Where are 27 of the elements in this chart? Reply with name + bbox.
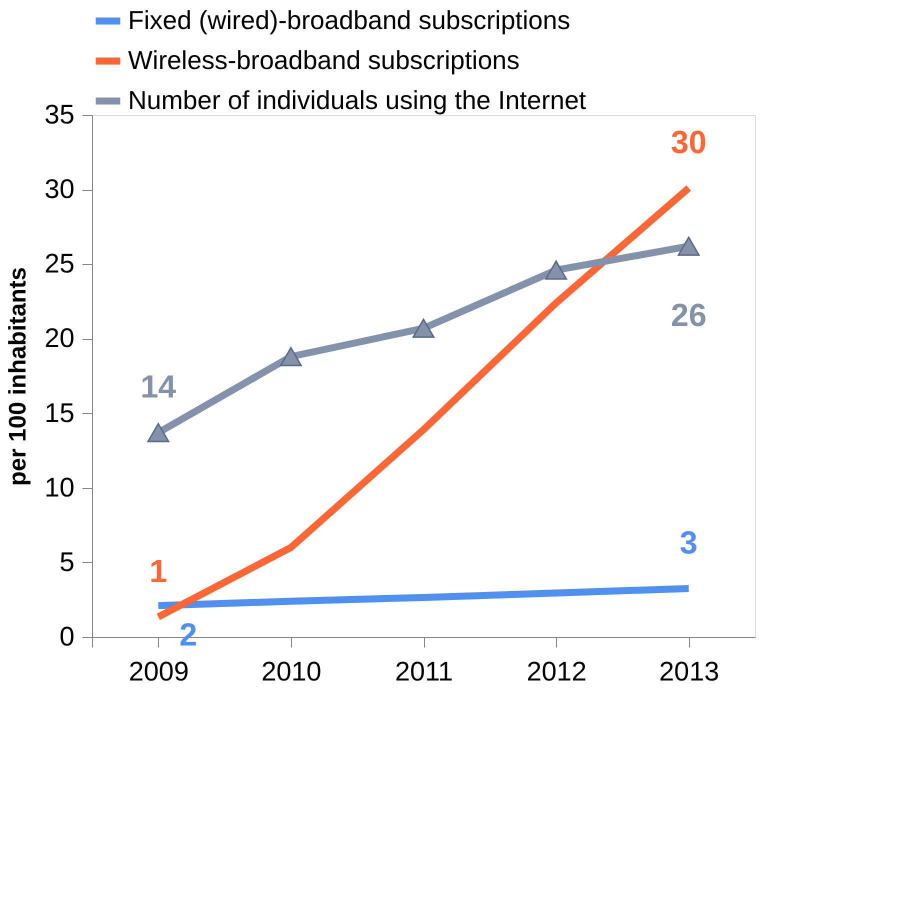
x-tick-label: 2009 xyxy=(128,656,189,686)
x-tick-label: 2013 xyxy=(659,656,720,686)
y-tick-label: 10 xyxy=(44,472,74,502)
point xyxy=(147,423,170,442)
point xyxy=(545,260,568,280)
y-tick-label: 15 xyxy=(44,398,74,428)
legend-label: Wireless-broadband subscriptions xyxy=(128,45,520,75)
point xyxy=(280,346,302,366)
legend-label: Number of individuals using the Internet xyxy=(128,85,587,115)
data-label: 30 xyxy=(670,124,706,160)
point xyxy=(412,318,434,338)
y-tick-label: 5 xyxy=(59,546,74,577)
y-tick-label: 20 xyxy=(44,323,74,354)
x-tick-label: 2012 xyxy=(526,656,587,686)
y-tick-label: 0 xyxy=(59,622,74,652)
data-label: 1 xyxy=(149,552,168,589)
x-tick-label: 2011 xyxy=(394,656,454,686)
data-label: 3 xyxy=(680,524,698,561)
legend-label: Fixed (wired)-broadband subscriptions xyxy=(128,5,570,35)
data-label: 14 xyxy=(140,368,176,405)
data-label: 26 xyxy=(670,297,706,334)
y-tick-label: 25 xyxy=(44,248,74,279)
y-tick-label: 30 xyxy=(44,174,74,204)
x-tick-label: 2010 xyxy=(261,656,322,686)
y-tick-label: 35 xyxy=(44,100,74,130)
point xyxy=(678,236,700,256)
y-axis-title: per 100 inhabitants xyxy=(4,267,32,486)
